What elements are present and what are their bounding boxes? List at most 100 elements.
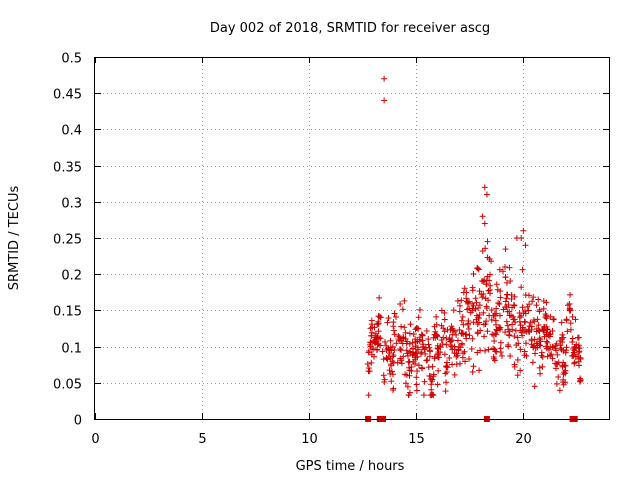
data-point — [393, 313, 400, 320]
data-point — [460, 350, 467, 357]
data-point — [406, 330, 413, 337]
data-point — [465, 325, 472, 332]
data-point — [455, 347, 462, 354]
data-point — [538, 352, 545, 359]
data-point — [554, 351, 561, 358]
data-point — [496, 266, 503, 273]
data-point — [537, 370, 544, 377]
data-point — [498, 352, 505, 359]
data-point — [503, 318, 510, 325]
data-point — [398, 347, 405, 354]
data-point — [543, 299, 550, 306]
data-point — [507, 278, 514, 285]
data-point — [432, 328, 439, 335]
data-point — [413, 325, 420, 332]
data-point — [423, 327, 430, 334]
data-point — [507, 352, 514, 359]
data-point — [402, 380, 409, 387]
data-point — [384, 319, 391, 326]
data-point — [442, 388, 449, 395]
data-point — [401, 297, 408, 304]
data-point — [543, 323, 550, 330]
data-point — [381, 338, 388, 345]
data-point — [482, 347, 489, 354]
data-point — [465, 317, 472, 324]
data-point — [467, 309, 474, 316]
data-point — [433, 332, 440, 339]
data-point — [469, 287, 476, 294]
data-point — [421, 378, 428, 385]
data-point — [552, 365, 559, 372]
data-point — [488, 316, 495, 323]
data-point — [377, 342, 384, 349]
data-point — [441, 309, 448, 316]
data-point — [443, 379, 450, 386]
data-point — [511, 293, 518, 300]
data-point — [435, 354, 442, 361]
data-point — [365, 392, 372, 399]
data-point — [447, 342, 454, 349]
data-point — [369, 324, 376, 331]
data-point — [549, 355, 556, 362]
data-point — [530, 294, 537, 301]
data-point — [397, 355, 404, 362]
data-point — [576, 362, 583, 369]
data-point — [419, 365, 426, 372]
data-point — [385, 315, 392, 322]
data-point — [474, 321, 481, 328]
data-point — [567, 291, 574, 298]
data-point — [404, 383, 411, 390]
data-point — [433, 313, 440, 320]
data-point — [552, 360, 559, 367]
data-point — [374, 321, 381, 328]
data-point — [522, 319, 529, 326]
data-point — [495, 299, 502, 306]
data-point — [540, 305, 547, 312]
data-point — [468, 345, 475, 352]
data-point — [387, 337, 394, 344]
data-point — [544, 353, 551, 360]
data-point — [416, 338, 423, 345]
data-point — [502, 274, 509, 281]
data-point — [502, 329, 509, 336]
data-point — [499, 268, 506, 275]
data-point — [390, 323, 397, 330]
data-point — [476, 367, 483, 374]
data-point — [368, 317, 375, 324]
data-point — [522, 242, 529, 249]
data-point — [543, 331, 550, 338]
data-point — [398, 323, 405, 330]
data-point — [567, 326, 574, 333]
data-point — [492, 348, 499, 355]
data-point — [571, 343, 578, 350]
data-point — [540, 298, 547, 305]
data-point — [514, 372, 521, 379]
data-point — [493, 331, 500, 338]
data-point — [391, 310, 398, 317]
data-point — [373, 347, 380, 354]
data-point — [479, 213, 486, 220]
data-point — [517, 367, 524, 374]
data-point — [400, 335, 407, 342]
data-point — [483, 191, 490, 198]
data-point — [447, 326, 454, 333]
data-point — [368, 329, 375, 336]
data-point — [527, 319, 534, 326]
data-point — [529, 359, 536, 366]
data-point — [446, 355, 453, 362]
data-point — [390, 352, 397, 359]
data-point — [433, 331, 440, 338]
data-point — [427, 373, 434, 380]
data-point — [503, 295, 510, 302]
data-point — [438, 337, 445, 344]
data-point — [530, 343, 537, 350]
data-point — [522, 292, 529, 299]
data-point — [473, 299, 480, 306]
y-tick-label: 0.05 — [53, 378, 82, 393]
data-point — [482, 321, 489, 328]
data-point — [406, 340, 413, 347]
data-point — [571, 359, 578, 366]
data-point — [441, 328, 448, 335]
data-point — [449, 331, 456, 338]
data-point — [418, 349, 425, 356]
